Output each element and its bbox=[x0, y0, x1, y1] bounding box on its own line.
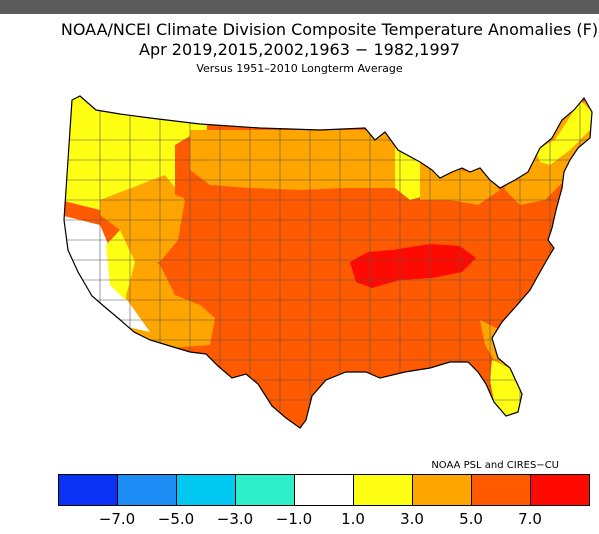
legend-swatch-3 bbox=[235, 474, 295, 506]
region-california-white bbox=[64, 215, 150, 332]
legend-tick-label: 1.0 bbox=[341, 510, 365, 528]
map-subtitle-years: Apr 2019,2015,2002,1963 − 1982,1997 bbox=[139, 40, 460, 59]
legend-tick-label: −1.0 bbox=[275, 510, 313, 528]
legend-tick-label: 5.0 bbox=[459, 510, 483, 528]
legend-tick-label: −7.0 bbox=[98, 510, 136, 528]
legend-swatch-6 bbox=[412, 474, 472, 506]
legend-tick-label: 7.0 bbox=[518, 510, 542, 528]
region-florida-yellow bbox=[490, 360, 522, 416]
color-legend-bar bbox=[58, 474, 590, 506]
color-legend-ticks: −7.0 −5.0 −3.0 −1.0 1.0 3.0 5.0 7.0 bbox=[0, 510, 599, 530]
region-new-england-yellow bbox=[535, 100, 592, 165]
us-anomaly-map bbox=[63, 95, 593, 429]
legend-tick-label: 3.0 bbox=[400, 510, 424, 528]
legend-swatch-2 bbox=[176, 474, 236, 506]
credit-text: NOAA PSL and CIRES−CU bbox=[431, 460, 559, 471]
legend-swatch-7 bbox=[471, 474, 531, 506]
legend-swatch-5 bbox=[353, 474, 413, 506]
legend-tick-label: −5.0 bbox=[157, 510, 195, 528]
legend-swatch-8 bbox=[530, 474, 590, 506]
region-nevada-yellow bbox=[106, 230, 135, 300]
map-subtitle-baseline: Versus 1951–2010 Longterm Average bbox=[196, 62, 403, 75]
map-title: NOAA/NCEI Climate Division Composite Tem… bbox=[60, 20, 599, 39]
top-bar bbox=[0, 0, 599, 14]
legend-swatch-1 bbox=[117, 474, 177, 506]
region-kentucky-red bbox=[350, 244, 476, 288]
legend-swatch-4 bbox=[294, 474, 354, 506]
legend-swatch-0 bbox=[58, 474, 118, 506]
legend-tick-label: −3.0 bbox=[216, 510, 254, 528]
